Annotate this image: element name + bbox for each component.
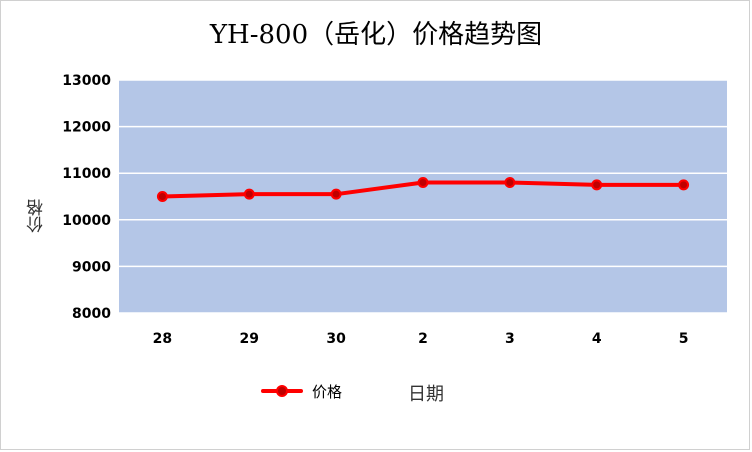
legend: 价格	[258, 378, 342, 404]
data-point	[591, 179, 603, 191]
x-tick-label: 29	[240, 331, 259, 347]
data-point	[504, 177, 516, 189]
gridlines	[119, 79, 727, 314]
y-tick-labels: 8000 9000 10000 11000 12000 13000	[62, 73, 111, 322]
data-point	[243, 188, 255, 200]
y-tick-label: 11000	[62, 166, 111, 182]
y-tick-label: 13000	[62, 73, 111, 89]
y-tick-label: 10000	[62, 213, 111, 229]
y-tick-label: 9000	[72, 259, 111, 275]
data-point	[417, 177, 429, 189]
y-tick-label: 8000	[72, 306, 111, 322]
legend-label: 价格	[312, 382, 343, 401]
x-tick-label: 5	[679, 331, 689, 347]
x-tick-label: 2	[418, 331, 428, 347]
x-tick-label: 28	[153, 331, 172, 347]
x-tick-label: 30	[326, 331, 346, 347]
y-tick-label: 12000	[62, 120, 111, 136]
x-tick-labels: 28 29 30 2 3 4 5	[153, 331, 689, 347]
x-tick-label: 3	[505, 331, 515, 347]
chart-title: YH-800（岳化）价格趋势图	[209, 20, 543, 50]
data-points	[156, 177, 690, 202]
x-axis-label: 日期	[408, 384, 444, 405]
data-point	[678, 179, 690, 191]
legend-line-marker-icon	[258, 381, 306, 401]
data-point	[156, 191, 168, 202]
x-tick-label: 4	[592, 331, 602, 347]
data-point	[330, 188, 342, 200]
